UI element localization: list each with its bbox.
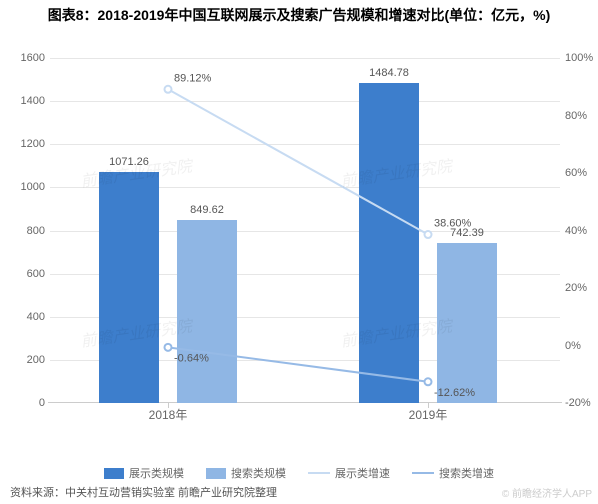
- y-left-tick: 200: [10, 354, 45, 366]
- y-right-tick: 80%: [565, 110, 598, 122]
- y-left-tick: 0: [10, 397, 45, 409]
- bar-label: 742.39: [427, 227, 507, 239]
- line-value-label: 89.12%: [174, 72, 212, 84]
- legend-label: 展示类规模: [129, 465, 184, 481]
- x-tick: 2019年: [378, 406, 478, 423]
- grid-line: [50, 101, 560, 102]
- legend-label: 搜索类规模: [231, 465, 286, 481]
- bar-搜索类规模: [437, 243, 497, 403]
- y-right-tick: 0%: [565, 340, 598, 352]
- chart-area: 02004006008001000120014001600-20%0%20%40…: [50, 58, 560, 428]
- y-left-tick: 1200: [10, 138, 45, 150]
- legend-item: 展示类规模: [104, 465, 184, 481]
- x-tick: 2018年: [118, 406, 218, 423]
- y-left-tick: 800: [10, 225, 45, 237]
- legend-label: 展示类增速: [335, 465, 390, 481]
- legend-swatch: [308, 472, 330, 474]
- bar-展示类规模: [359, 83, 419, 403]
- bar-展示类规模: [99, 172, 159, 403]
- grid-line: [50, 144, 560, 145]
- y-right-tick: 20%: [565, 282, 598, 294]
- legend-swatch: [206, 468, 226, 479]
- bar-label: 1484.78: [349, 67, 429, 79]
- bar-label: 1071.26: [89, 156, 169, 168]
- legend-item: 搜索类增速: [412, 465, 494, 481]
- legend-item: 展示类增速: [308, 465, 390, 481]
- plot-region: 02004006008001000120014001600-20%0%20%40…: [50, 58, 560, 403]
- line-marker: [165, 86, 172, 93]
- chart-title: 图表8：2018-2019年中国互联网展示及搜索广告规模和增速对比(单位：亿元，…: [0, 0, 598, 30]
- legend-swatch: [104, 468, 124, 479]
- watermark-app: © 前瞻经济学人APP: [502, 485, 592, 500]
- legend-swatch: [412, 472, 434, 474]
- y-left-tick: 400: [10, 311, 45, 323]
- y-right-tick: 40%: [565, 225, 598, 237]
- bar-label: 849.62: [167, 204, 247, 216]
- x-tick-mark: [428, 403, 429, 408]
- line-marker: [165, 344, 172, 351]
- bar-搜索类规模: [177, 220, 237, 403]
- legend-label: 搜索类增速: [439, 465, 494, 481]
- y-right-tick: 100%: [565, 52, 598, 64]
- legend-item: 搜索类规模: [206, 465, 286, 481]
- legend: 展示类规模 搜索类规模 展示类增速 搜索类增速: [0, 465, 598, 481]
- grid-line: [50, 58, 560, 59]
- line-marker: [425, 378, 432, 385]
- x-tick-mark: [168, 403, 169, 408]
- y-left-tick: 600: [10, 268, 45, 280]
- y-right-tick: 60%: [565, 167, 598, 179]
- y-left-tick: 1600: [10, 52, 45, 64]
- source-text: 资料来源：中关村互动营销实验室 前瞻产业研究院整理: [10, 484, 277, 500]
- y-left-tick: 1000: [10, 181, 45, 193]
- y-right-tick: -20%: [565, 397, 598, 409]
- y-left-tick: 1400: [10, 95, 45, 107]
